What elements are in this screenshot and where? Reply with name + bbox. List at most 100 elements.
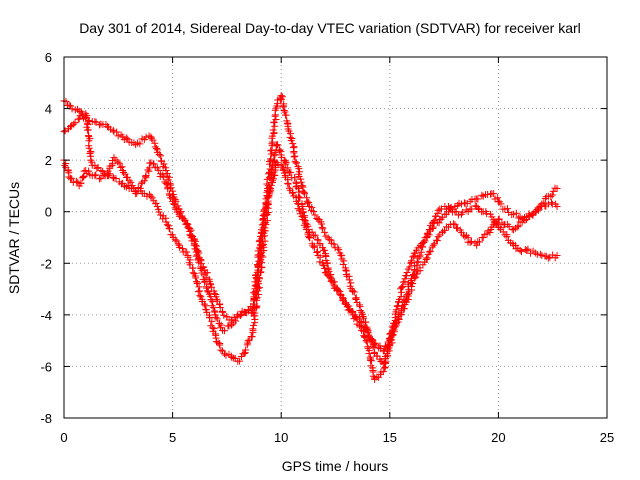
data-point	[496, 224, 504, 232]
data-point	[280, 102, 288, 110]
data-point	[144, 166, 152, 174]
data-point	[372, 340, 380, 348]
data-point	[297, 175, 305, 183]
data-point	[488, 213, 496, 221]
data-point	[402, 272, 410, 280]
data-point	[301, 190, 309, 198]
data-point	[184, 221, 192, 229]
data-point	[330, 278, 338, 286]
data-point	[269, 138, 277, 146]
data-point	[112, 174, 120, 182]
data-point	[333, 284, 341, 292]
data-point	[92, 171, 100, 179]
data-point	[88, 158, 96, 166]
data-point	[330, 240, 338, 248]
data-point	[151, 139, 159, 147]
x-tick-label: 0	[60, 430, 67, 445]
data-point	[382, 342, 390, 350]
y-tick-label: -8	[40, 411, 52, 426]
data-point	[515, 214, 523, 222]
data-point	[176, 209, 184, 217]
data-point	[476, 238, 483, 246]
data-point	[171, 204, 179, 212]
data-point	[314, 236, 322, 244]
data-point	[327, 275, 335, 283]
data-point	[62, 97, 70, 105]
data-point	[319, 225, 327, 233]
data-point	[259, 215, 267, 223]
data-point	[228, 353, 236, 361]
data-point	[114, 158, 122, 166]
data-point	[310, 232, 318, 240]
data-point	[127, 178, 135, 186]
data-point	[352, 295, 360, 303]
data-point	[194, 247, 202, 255]
data-point	[435, 219, 443, 227]
data-point	[358, 319, 366, 327]
data-point	[311, 211, 319, 219]
data-point	[282, 111, 290, 119]
data-point	[351, 312, 359, 320]
data-point	[401, 275, 409, 283]
data-point	[196, 292, 204, 300]
data-point	[217, 346, 225, 354]
data-point	[103, 171, 111, 179]
data-point	[305, 199, 313, 207]
data-point	[371, 339, 379, 347]
data-point	[270, 175, 278, 183]
data-point	[136, 140, 144, 148]
data-point	[273, 159, 281, 167]
data-point	[553, 203, 561, 211]
data-point	[365, 349, 373, 357]
data-point	[343, 303, 351, 311]
data-point	[411, 274, 419, 282]
data-point	[295, 206, 303, 214]
data-point	[461, 233, 469, 241]
data-point	[398, 283, 406, 291]
data-point	[397, 309, 405, 317]
data-point	[363, 338, 371, 346]
data-point	[267, 181, 275, 189]
data-point	[494, 194, 502, 202]
data-point	[514, 222, 522, 230]
data-point	[426, 247, 434, 255]
data-point	[195, 249, 203, 257]
data-point	[425, 248, 433, 256]
x-tick-label: 20	[491, 430, 505, 445]
data-point	[433, 237, 441, 245]
data-point	[91, 172, 99, 180]
data-point	[195, 283, 203, 291]
data-point	[216, 300, 224, 308]
data-point	[257, 242, 265, 250]
data-point	[155, 208, 163, 216]
y-tick-label: -6	[40, 359, 52, 374]
data-point	[162, 166, 170, 174]
data-point	[236, 311, 244, 319]
data-point	[379, 368, 387, 376]
data-point	[240, 350, 248, 358]
data-point	[292, 159, 300, 167]
data-point	[408, 282, 416, 290]
data-point	[254, 247, 262, 255]
data-point	[109, 156, 117, 164]
data-point	[399, 283, 407, 291]
data-point	[284, 180, 292, 188]
y-tick-label: 4	[45, 102, 52, 117]
data-point	[454, 211, 462, 219]
data-point	[474, 204, 482, 212]
data-point	[216, 341, 224, 349]
data-point	[429, 241, 437, 249]
x-axis-label: GPS time / hours	[282, 458, 389, 474]
data-point	[483, 230, 491, 238]
data-point	[450, 220, 458, 228]
data-point	[163, 221, 171, 229]
data-point	[393, 302, 401, 310]
data-point	[192, 274, 200, 282]
data-point	[133, 189, 141, 197]
data-point	[394, 302, 402, 310]
data-point	[74, 179, 82, 187]
data-point	[397, 293, 405, 301]
data-point	[260, 220, 268, 228]
data-point	[416, 264, 424, 272]
